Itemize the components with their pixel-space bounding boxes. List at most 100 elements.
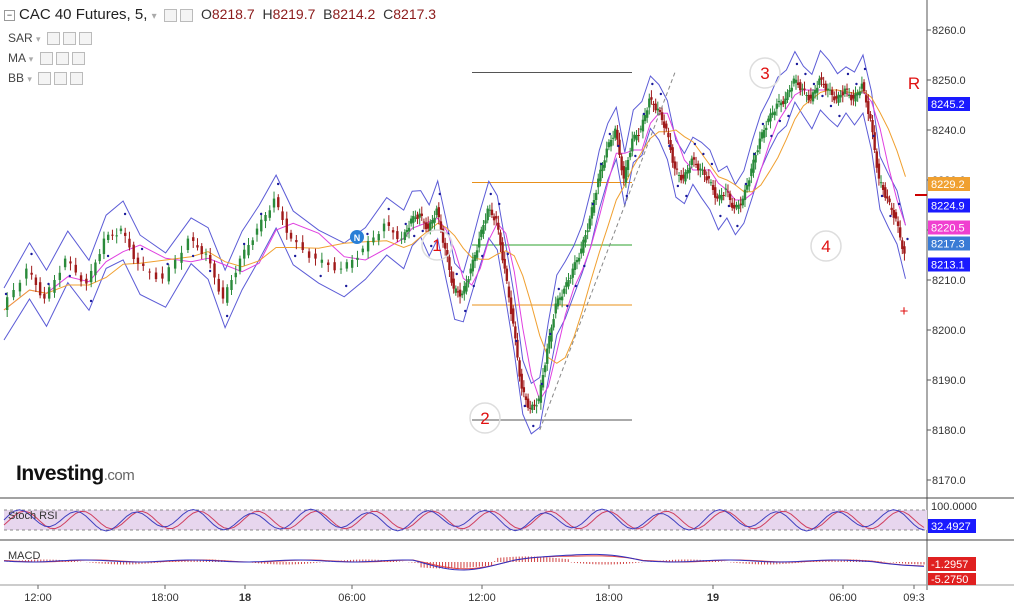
candle-body	[565, 282, 568, 288]
candle-body	[501, 242, 504, 261]
sar-dot	[574, 284, 578, 288]
candle-body	[196, 245, 199, 248]
candle-body	[441, 228, 445, 243]
candle-body	[420, 213, 423, 216]
indicator-row-ma[interactable]: MA ▾	[8, 51, 85, 66]
candle-body	[645, 110, 649, 118]
candle-body	[750, 168, 753, 177]
eye-icon[interactable]	[38, 72, 52, 86]
dropdown-icon[interactable]: ▾	[36, 34, 41, 44]
eye-icon[interactable]	[46, 32, 60, 46]
sar-dot	[702, 152, 705, 156]
candle-body	[277, 197, 280, 208]
sar-dot	[557, 287, 561, 291]
candle-body	[765, 127, 768, 130]
candle-body	[154, 272, 158, 280]
candle-body	[106, 234, 110, 240]
candle-body	[446, 250, 449, 258]
indicator-label: SAR	[8, 31, 33, 45]
candle-body	[707, 176, 711, 179]
sar-dot	[778, 119, 782, 123]
candle-body	[514, 326, 517, 339]
annotation-circle	[421, 229, 453, 261]
sar-dot	[455, 272, 458, 276]
candle-body	[705, 176, 708, 181]
candle-body	[769, 113, 772, 122]
candle-body	[507, 286, 511, 298]
candle-body	[426, 223, 430, 229]
candle-body	[475, 250, 479, 258]
candle-body	[307, 251, 311, 258]
sar-dot	[225, 314, 229, 318]
dropdown-icon[interactable]: ▾	[28, 54, 34, 64]
sar-dot	[744, 182, 748, 186]
sar-dot	[880, 194, 884, 198]
x-tick-label: 18:00	[151, 592, 179, 604]
candle-body	[616, 130, 619, 140]
candle-body	[711, 185, 715, 190]
candle-body	[192, 237, 195, 241]
candle-body	[209, 255, 212, 264]
candle-body	[773, 111, 776, 116]
candle-body	[575, 260, 579, 263]
candle-body	[614, 128, 617, 138]
candle-body	[699, 168, 702, 171]
sar-dot	[208, 269, 212, 273]
settings-icon[interactable]	[163, 8, 177, 22]
candle-body	[799, 82, 802, 91]
close-icon[interactable]	[70, 72, 84, 86]
candle-body	[677, 175, 681, 176]
dropdown-icon[interactable]: ▾	[27, 74, 32, 84]
candle-body	[782, 101, 785, 105]
candle-body	[577, 257, 581, 262]
candle-body	[505, 268, 509, 281]
candle-body	[571, 268, 574, 278]
candle-body	[864, 95, 868, 103]
bollinger-lower	[3, 100, 906, 435]
gear-icon[interactable]	[54, 72, 68, 86]
candle-body	[85, 278, 88, 284]
candle-body	[833, 96, 836, 101]
x-tick-label: 18:00	[595, 592, 623, 604]
candle-body	[89, 270, 93, 283]
candle-body	[573, 262, 577, 270]
candle-body	[594, 192, 598, 200]
gear-icon[interactable]	[179, 8, 193, 22]
sar-dot	[387, 207, 390, 211]
sar-dot	[812, 82, 816, 86]
candle-body	[471, 259, 475, 272]
gear-icon[interactable]	[55, 52, 69, 66]
close-icon[interactable]	[78, 32, 92, 46]
gear-icon[interactable]	[62, 32, 76, 46]
candle-body	[830, 89, 834, 95]
annotation-circle	[810, 230, 842, 262]
candle-body	[822, 83, 825, 85]
candle-body	[669, 140, 672, 150]
collapse-icon[interactable]: −	[4, 9, 15, 21]
candle-body	[682, 174, 685, 179]
y-tick-label: 8170.0	[932, 475, 966, 487]
candle-body	[886, 196, 889, 199]
candle-body	[654, 103, 657, 111]
ohlc-readout: O8218.7 H8219.7 B8214.2 C8217.3	[200, 6, 437, 22]
candle-body	[673, 161, 677, 169]
stoch-rsi-value: 32.4927	[931, 521, 971, 533]
dropdown-icon[interactable]: ▾	[151, 11, 157, 22]
candle-body	[535, 405, 538, 407]
annotation-circle	[749, 57, 781, 89]
candle-body	[605, 148, 608, 158]
candle-body	[58, 272, 62, 280]
indicator-row-sar[interactable]: SAR ▾	[8, 31, 92, 46]
candle-body	[533, 404, 536, 406]
candle-body	[119, 228, 123, 232]
close-icon[interactable]	[71, 52, 85, 66]
candle-body	[243, 249, 246, 259]
candle-body	[217, 278, 220, 292]
candle-body	[618, 139, 621, 155]
indicator-row-bb[interactable]: BB ▾	[8, 71, 84, 86]
candle-body	[877, 163, 881, 179]
y-tick-label: 8250.0	[932, 75, 966, 87]
eye-icon[interactable]	[39, 52, 53, 66]
candle-body	[264, 215, 267, 222]
